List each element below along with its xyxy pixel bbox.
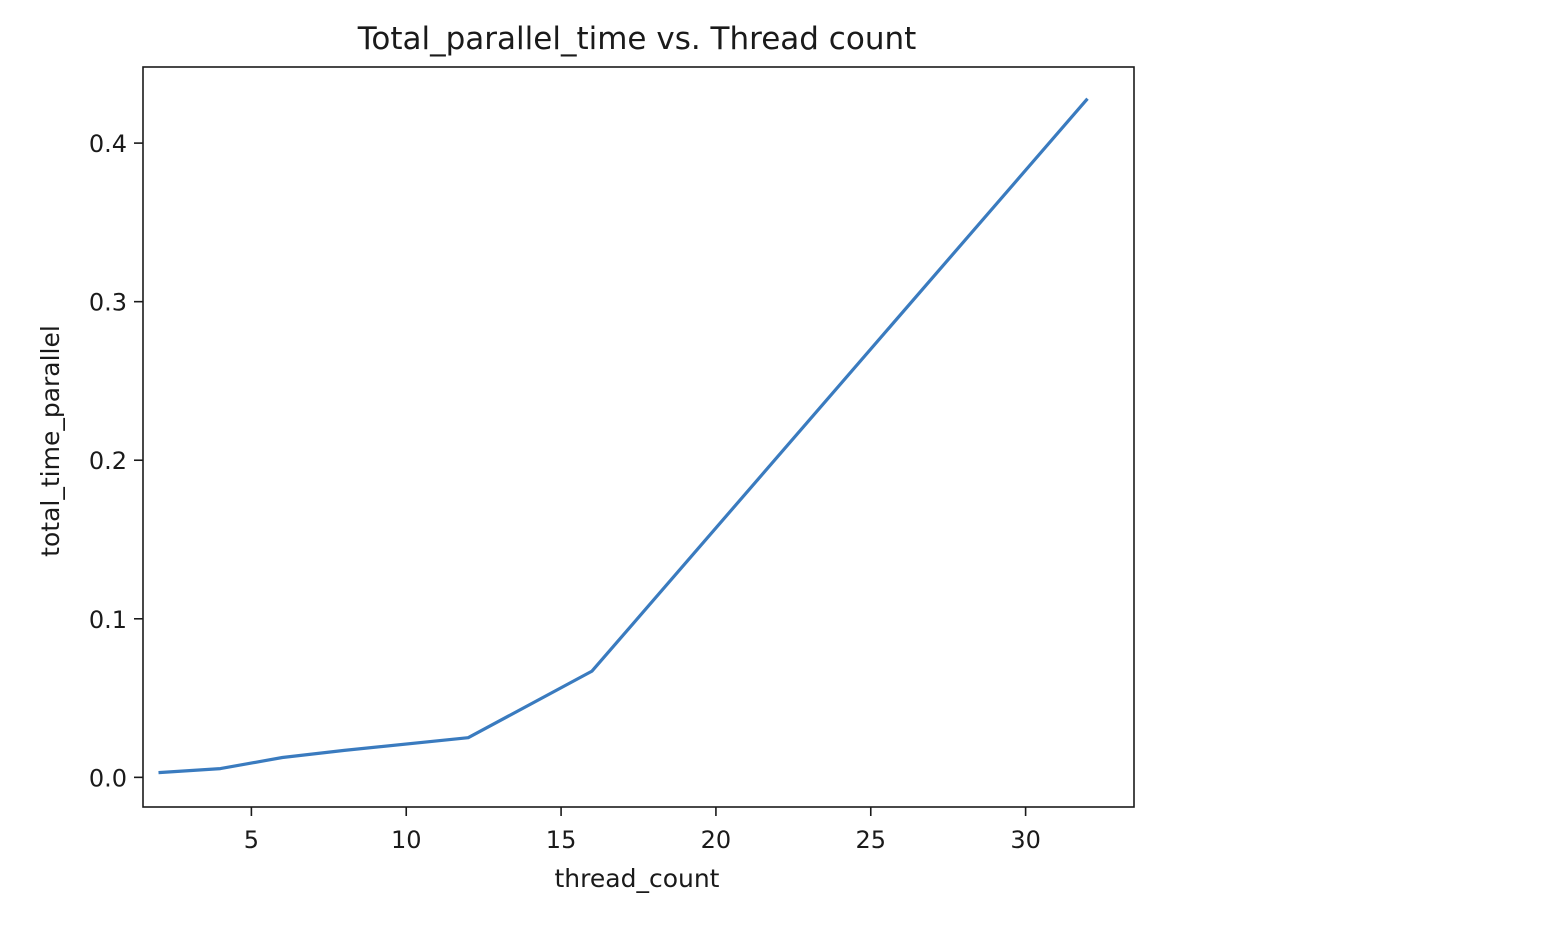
x-axis: 5 10 15 20 25 30 (244, 807, 1041, 854)
x-axis-label: thread_count (555, 864, 720, 893)
chart-title: Total_parallel_time vs. Thread count (357, 21, 917, 57)
x-tick-label: 15 (546, 826, 577, 854)
y-tick-label: 0.3 (89, 289, 127, 317)
y-tick-label: 0.4 (89, 130, 127, 158)
x-tick-label: 10 (391, 826, 422, 854)
series-layer (158, 97, 1089, 775)
y-axis: 0.0 0.1 0.2 0.3 0.4 (89, 130, 143, 792)
y-tick-label: 0.0 (89, 764, 127, 792)
y-tick-label: 0.1 (89, 606, 127, 634)
x-tick-label: 20 (701, 826, 732, 854)
plot-frame (142, 66, 1135, 808)
series-line (158, 97, 1089, 775)
y-axis-label: total_time_parallel (36, 325, 65, 557)
x-tick-label: 5 (244, 826, 259, 854)
x-tick-label: 25 (855, 826, 886, 854)
x-tick-label: 30 (1010, 826, 1041, 854)
y-tick-label: 0.2 (89, 447, 127, 475)
